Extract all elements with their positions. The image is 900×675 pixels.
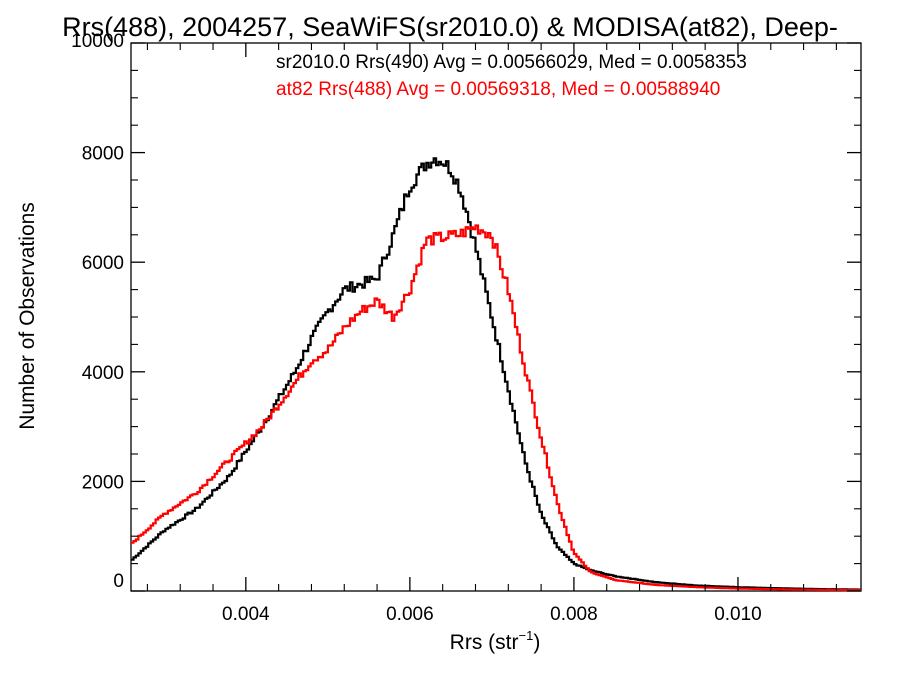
axes-layer: 0.004 0.006 0.008 0.010 0 2000 4000 6000 8000 100… xyxy=(71,31,861,625)
y-tick-label: 6000 xyxy=(82,253,124,274)
x-axis-label-main: Rrs (str xyxy=(450,631,519,654)
x-tick-label: 0.004 xyxy=(222,604,270,625)
series-layer xyxy=(131,157,861,592)
chart-title: Rrs(488), 2004257, SeaWiFS(sr2010.0) & M… xyxy=(62,12,838,42)
plot-border xyxy=(130,42,862,592)
y-axis-label: Number of Observations xyxy=(16,202,39,430)
legend-entry-red: at82 Rrs(488) Avg = 0.00569318, Med = 0.… xyxy=(276,79,720,100)
series-line-at82 xyxy=(131,224,861,592)
series-line-sr2010 xyxy=(131,157,861,591)
x-axis-label: Rrs (str−1) xyxy=(450,628,541,654)
plot-frame xyxy=(130,42,862,592)
x-axis-label-sup: −1 xyxy=(519,628,534,643)
y-tick-label: 2000 xyxy=(82,472,124,493)
x-tick-label: 0.006 xyxy=(386,604,434,625)
x-axis-label-close: ) xyxy=(533,631,540,654)
y-tick-label: 4000 xyxy=(82,363,124,384)
legend-entry-black: sr2010.0 Rrs(490) Avg = 0.00566029, Med … xyxy=(276,52,747,73)
x-tick-label: 0.010 xyxy=(714,604,762,625)
x-tick-label: 0.008 xyxy=(550,604,598,625)
y-tick-label: 0 xyxy=(113,571,124,592)
y-tick-label: 8000 xyxy=(82,144,124,165)
y-tick-label: 10000 xyxy=(71,31,124,52)
